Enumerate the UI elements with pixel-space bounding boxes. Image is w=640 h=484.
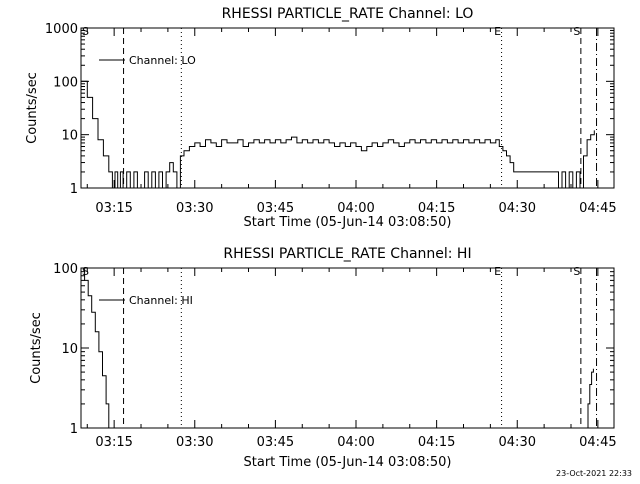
- x-tick-label: 03:30: [176, 435, 213, 450]
- x-tick-label: 04:15: [418, 435, 455, 450]
- x-tick-label: 03:15: [95, 435, 132, 450]
- x-tick-label: 03:30: [176, 201, 213, 216]
- x-tick-label: 04:30: [499, 435, 536, 450]
- series-line: [81, 267, 110, 428]
- y-tick-label: 100: [53, 75, 78, 90]
- y-axis-label: Counts/sec: [25, 72, 40, 144]
- x-tick-label: 04:00: [337, 201, 374, 216]
- y-tick-label: 1: [70, 182, 78, 197]
- y-tick-label: 10: [61, 129, 78, 144]
- x-axis-label: Start Time (05-Jun-14 03:08:50): [244, 455, 452, 470]
- legend-label: Channel: LO: [129, 54, 196, 67]
- event-marker-label: S: [82, 25, 89, 38]
- event-marker-label: S: [573, 265, 580, 278]
- legend-label: Channel: HI: [129, 294, 193, 307]
- x-tick-label: 03:45: [257, 201, 294, 216]
- y-axis-label: Counts/sec: [29, 312, 44, 384]
- y-tick-label: 10: [61, 342, 78, 357]
- chart-title: RHESSI PARTICLE_RATE Channel: HI: [223, 246, 471, 262]
- x-tick-label: 04:15: [418, 201, 455, 216]
- x-tick-label: 04:00: [337, 435, 374, 450]
- x-tick-label: 03:15: [95, 201, 132, 216]
- x-tick-label: 04:30: [499, 201, 536, 216]
- y-tick-label: 100: [53, 262, 78, 277]
- event-marker-label: S: [573, 25, 580, 38]
- x-tick-label: 04:45: [579, 201, 616, 216]
- series-line: [81, 80, 595, 189]
- event-marker-label: E: [494, 25, 501, 38]
- x-axis-label: Start Time (05-Jun-14 03:08:50): [244, 215, 452, 230]
- y-tick-label: 1000: [45, 22, 78, 37]
- event-marker-label: S: [82, 265, 89, 278]
- y-tick-label: 1: [70, 422, 78, 437]
- x-tick-label: 04:45: [579, 435, 616, 450]
- timestamp-stamp: 23-Oct-2021 22:33: [556, 469, 632, 478]
- x-tick-label: 03:45: [257, 435, 294, 450]
- event-marker-label: E: [494, 265, 501, 278]
- chart-title: RHESSI PARTICLE_RATE Channel: LO: [222, 6, 474, 22]
- plot-frame: [80, 27, 615, 189]
- series-line: [585, 368, 594, 429]
- plot-frame: [80, 267, 615, 429]
